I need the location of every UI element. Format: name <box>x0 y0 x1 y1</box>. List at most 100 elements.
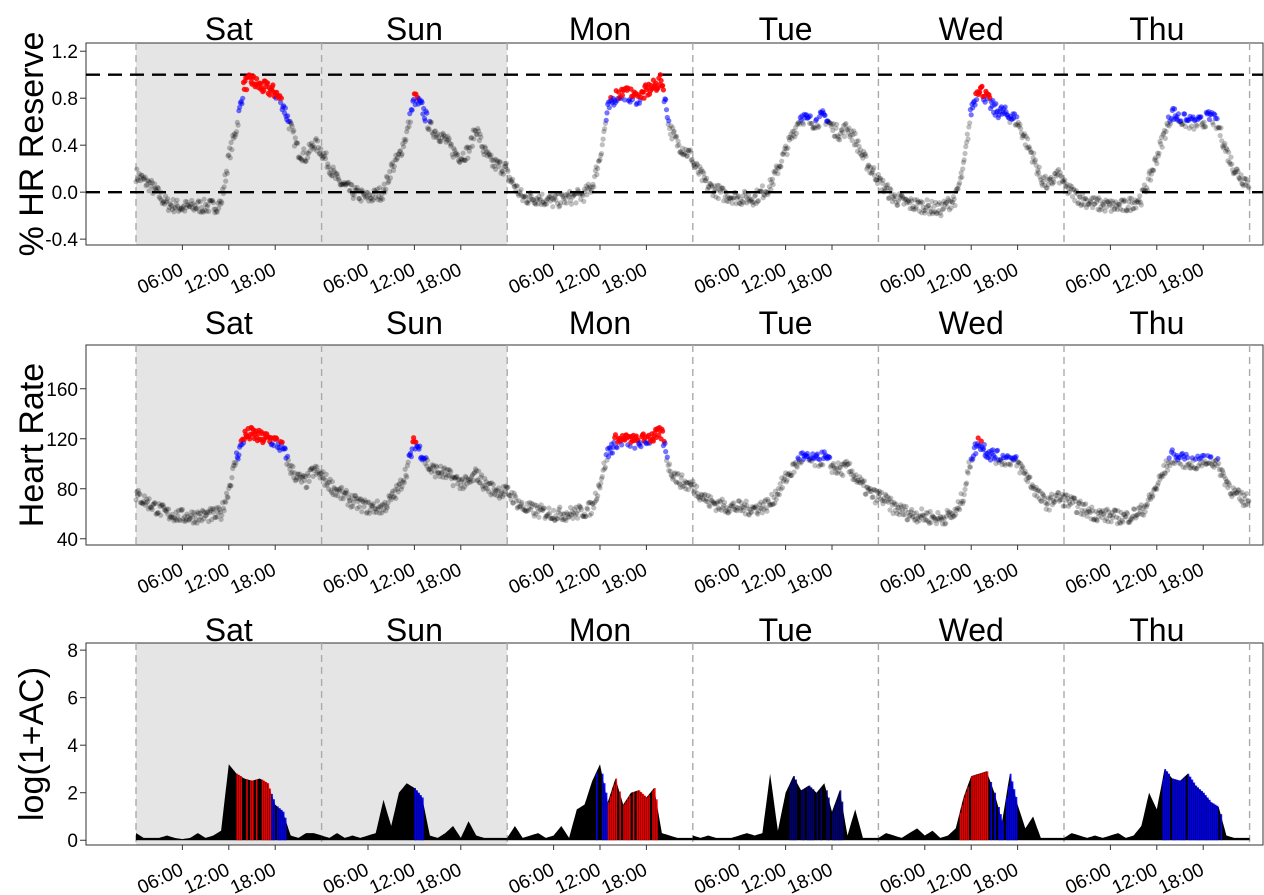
x-tick-label: 18:00 <box>599 259 651 298</box>
data-point <box>897 508 903 515</box>
activity-band-bar <box>236 773 239 841</box>
data-point <box>291 143 298 149</box>
data-point <box>962 486 968 492</box>
data-point <box>918 198 924 204</box>
data-point <box>1233 166 1240 172</box>
data-point <box>671 471 677 477</box>
data-point <box>1216 125 1222 131</box>
data-point <box>987 457 994 463</box>
data-point <box>1124 509 1130 515</box>
data-point <box>371 187 377 193</box>
data-point <box>928 519 934 526</box>
data-point <box>394 486 400 492</box>
data-point <box>1080 196 1086 202</box>
data-point <box>674 133 680 140</box>
data-point <box>753 200 759 207</box>
activity-band-bar <box>1214 804 1217 841</box>
data-point <box>1017 121 1023 128</box>
data-point <box>884 185 890 191</box>
data-point <box>1152 155 1158 161</box>
data-point <box>820 462 826 468</box>
data-point <box>482 485 489 491</box>
data-point <box>312 463 318 469</box>
data-point <box>713 194 719 200</box>
data-point <box>786 137 793 143</box>
data-point <box>1150 167 1156 173</box>
data-point <box>717 498 723 504</box>
data-point <box>742 188 748 194</box>
data-point <box>702 491 708 497</box>
data-point <box>567 511 573 517</box>
data-point <box>762 192 768 198</box>
data-point <box>807 113 813 119</box>
data-point <box>772 170 778 176</box>
data-point <box>322 156 329 162</box>
data-point <box>1244 179 1250 185</box>
activity-band-bar <box>609 796 612 841</box>
data-point <box>1064 181 1070 188</box>
data-point <box>1066 503 1072 509</box>
data-point <box>500 484 506 490</box>
data-point <box>1080 512 1086 518</box>
day-title-sun: Sun <box>386 612 443 648</box>
activity-band-bar <box>975 774 977 841</box>
data-point <box>1079 507 1085 513</box>
data-point <box>547 198 554 204</box>
data-point <box>1149 167 1155 173</box>
data-point <box>859 479 865 485</box>
data-point <box>180 516 186 522</box>
data-point <box>219 512 225 518</box>
data-point <box>205 202 211 208</box>
data-point <box>864 484 870 490</box>
data-point <box>929 513 936 519</box>
data-point <box>462 473 468 479</box>
data-point <box>849 137 855 144</box>
data-point <box>286 126 292 132</box>
data-point <box>553 197 559 203</box>
data-point <box>670 125 676 131</box>
data-point <box>211 506 217 512</box>
activity-band-bar <box>1197 787 1199 841</box>
data-point <box>593 498 599 504</box>
x-tick-label: 12:00 <box>738 559 790 598</box>
y-tick-label: 0.4 <box>52 136 79 157</box>
data-point <box>1002 462 1008 468</box>
data-point <box>752 192 759 198</box>
data-point <box>790 461 796 467</box>
data-point <box>394 483 400 489</box>
data-point <box>422 460 428 466</box>
data-point <box>965 470 971 476</box>
day-title-tue: Tue <box>759 11 813 47</box>
data-point <box>1015 459 1022 465</box>
data-point <box>596 483 602 489</box>
data-point <box>465 155 471 161</box>
data-point <box>1063 184 1069 190</box>
y-tick-label: 0.0 <box>52 183 78 204</box>
data-point <box>499 488 505 495</box>
data-point <box>148 504 155 510</box>
data-point <box>585 500 592 506</box>
data-point <box>832 466 838 472</box>
data-point <box>404 125 410 131</box>
x-tick-label: 12:00 <box>367 859 419 895</box>
data-point <box>356 504 363 510</box>
x-tick-label: 12:00 <box>738 259 790 298</box>
data-point <box>397 148 403 154</box>
data-point <box>933 517 939 523</box>
data-point <box>520 506 526 512</box>
data-point <box>1109 509 1115 516</box>
data-point <box>922 210 928 216</box>
data-point <box>1062 177 1068 183</box>
data-point <box>1040 492 1046 498</box>
data-point <box>841 461 847 467</box>
data-point <box>924 517 930 524</box>
data-point <box>278 95 284 101</box>
data-point <box>831 465 837 471</box>
data-point <box>738 508 744 514</box>
data-point <box>979 83 985 89</box>
data-point <box>844 127 851 133</box>
data-point <box>222 498 228 504</box>
data-point <box>530 510 537 516</box>
data-point <box>546 505 552 511</box>
data-point <box>379 191 385 197</box>
